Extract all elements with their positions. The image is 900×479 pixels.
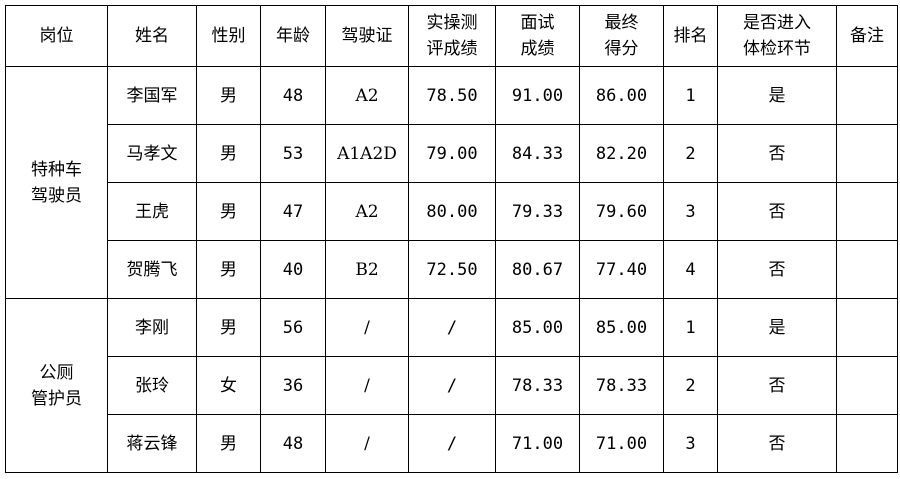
table-cell: 40 (260, 240, 326, 299)
table-cell: 53 (260, 124, 326, 183)
position-cell: 特种车 驾驶员 (5, 66, 108, 299)
column-header: 是否进入 体检环节 (717, 5, 837, 67)
table-cell: 78.33 (579, 356, 664, 415)
table-cell: 48 (260, 414, 326, 473)
table-cell: 82.20 (579, 124, 664, 183)
table-cell: 是 (717, 66, 837, 125)
table-cell (836, 240, 898, 299)
table-row: 张玲女 36//78.33 78.33 2 否 (6, 356, 898, 415)
table-row: 王虎男 47 A2 80.00 79.33 79.60 3 否 (6, 182, 898, 241)
column-header: 排名 (663, 5, 718, 67)
table-cell: 80.67 (495, 240, 580, 299)
table-cell: 77.40 (579, 240, 664, 299)
column-header: 实操测 评成绩 (408, 5, 496, 67)
table-cell: 是 (717, 298, 837, 357)
column-header: 面试 成绩 (495, 5, 580, 67)
table-cell: A1A2D (325, 124, 409, 183)
table-cell: 否 (717, 240, 837, 299)
table-cell (836, 414, 898, 473)
table-cell: 36 (260, 356, 326, 415)
table-cell: 4 (663, 240, 718, 299)
table-cell: 48 (260, 66, 326, 125)
column-header: 备注 (836, 5, 898, 67)
table-cell: 蒋云锋 (107, 414, 197, 473)
table-cell: 56 (260, 298, 326, 357)
table-cell: 72.50 (408, 240, 496, 299)
table-cell: 79.33 (495, 182, 580, 241)
column-header: 驾驶证 (325, 5, 409, 67)
table-cell: 71.00 (579, 414, 664, 473)
table-cell: / (325, 298, 409, 357)
position-cell: 公厕 管护员 (5, 298, 108, 473)
results-table: 岗位 姓名 性别 年龄 驾驶证 实操测 评成绩 面试 成绩 最终 得分 排名 是否进入 体检环节 备注 特种… (5, 5, 898, 473)
table-cell: A2 (325, 66, 409, 125)
table-cell: / (325, 356, 409, 415)
table-cell: 78.50 (408, 66, 496, 125)
table-row: 蒋云锋男 48//71.00 71.00 3 否 (6, 414, 898, 473)
table-cell: 91.00 (495, 66, 580, 125)
table-cell (836, 124, 898, 183)
header-row: 岗位 姓名 性别 年龄 驾驶证 实操测 评成绩 面试 成绩 最终 得分 排名 是否进入 体检环节 备注 (5, 5, 898, 67)
column-header: 岗位 (5, 5, 108, 67)
table-cell: 3 (663, 414, 718, 473)
table-cell: 男 (196, 240, 261, 299)
column-header: 姓名 (107, 5, 197, 67)
table-cell: 李刚 (107, 298, 197, 357)
table-row: 马孝文男 53 A1A2D 79.00 84.33 82.20 2 否 (6, 124, 898, 183)
table-cell: 张玲 (107, 356, 197, 415)
table-cell: 否 (717, 414, 837, 473)
table-cell (836, 66, 898, 125)
table-cell (836, 298, 898, 357)
table-cell: 否 (717, 182, 837, 241)
column-header: 年龄 (260, 5, 326, 67)
table-cell: 2 (663, 356, 718, 415)
table-cell: 2 (663, 124, 718, 183)
table-cell: 84.33 (495, 124, 580, 183)
table-cell: 男 (196, 66, 261, 125)
table-row: 特种车 驾驶员 李国军男 48 A2 78.50 91.00 86.00 1 是 (5, 66, 898, 299)
column-header: 最终 得分 (579, 5, 664, 67)
table-cell: 1 (663, 66, 718, 125)
table-cell: 3 (663, 182, 718, 241)
table-cell: 马孝文 (107, 124, 197, 183)
table-cell: 贺腾飞 (107, 240, 197, 299)
table-cell: 男 (196, 124, 261, 183)
table-cell: 80.00 (408, 182, 496, 241)
table-cell: 否 (717, 124, 837, 183)
table-cell: B2 (325, 240, 409, 299)
table-cell: / (408, 414, 496, 473)
table-cell: 1 (663, 298, 718, 357)
table-cell: / (408, 356, 496, 415)
table-cell: 71.00 (495, 414, 580, 473)
table-cell: 否 (717, 356, 837, 415)
table-cell: 85.00 (495, 298, 580, 357)
table-cell: / (325, 414, 409, 473)
table-cell: 78.33 (495, 356, 580, 415)
table-cell (836, 356, 898, 415)
table-row: 公厕 管护员 李刚男 56//85.00 85.00 1 是 (5, 298, 898, 473)
table-cell: 王虎 (107, 182, 197, 241)
table-cell: 男 (196, 414, 261, 473)
table-cell: 李国军 (107, 66, 197, 125)
column-header: 性别 (196, 5, 261, 67)
table-cell: 86.00 (579, 66, 664, 125)
table-cell: / (408, 298, 496, 357)
table-row: 贺腾飞男 40 B2 72.50 80.67 77.40 4 否 (6, 240, 898, 299)
table-cell: 85.00 (579, 298, 664, 357)
table-cell: 79.00 (408, 124, 496, 183)
table-cell: 男 (196, 182, 261, 241)
table-cell: 47 (260, 182, 326, 241)
table-cell: 男 (196, 298, 261, 357)
table-cell: A2 (325, 182, 409, 241)
table-cell (836, 182, 898, 241)
table-cell: 女 (196, 356, 261, 415)
table-cell: 79.60 (579, 182, 664, 241)
